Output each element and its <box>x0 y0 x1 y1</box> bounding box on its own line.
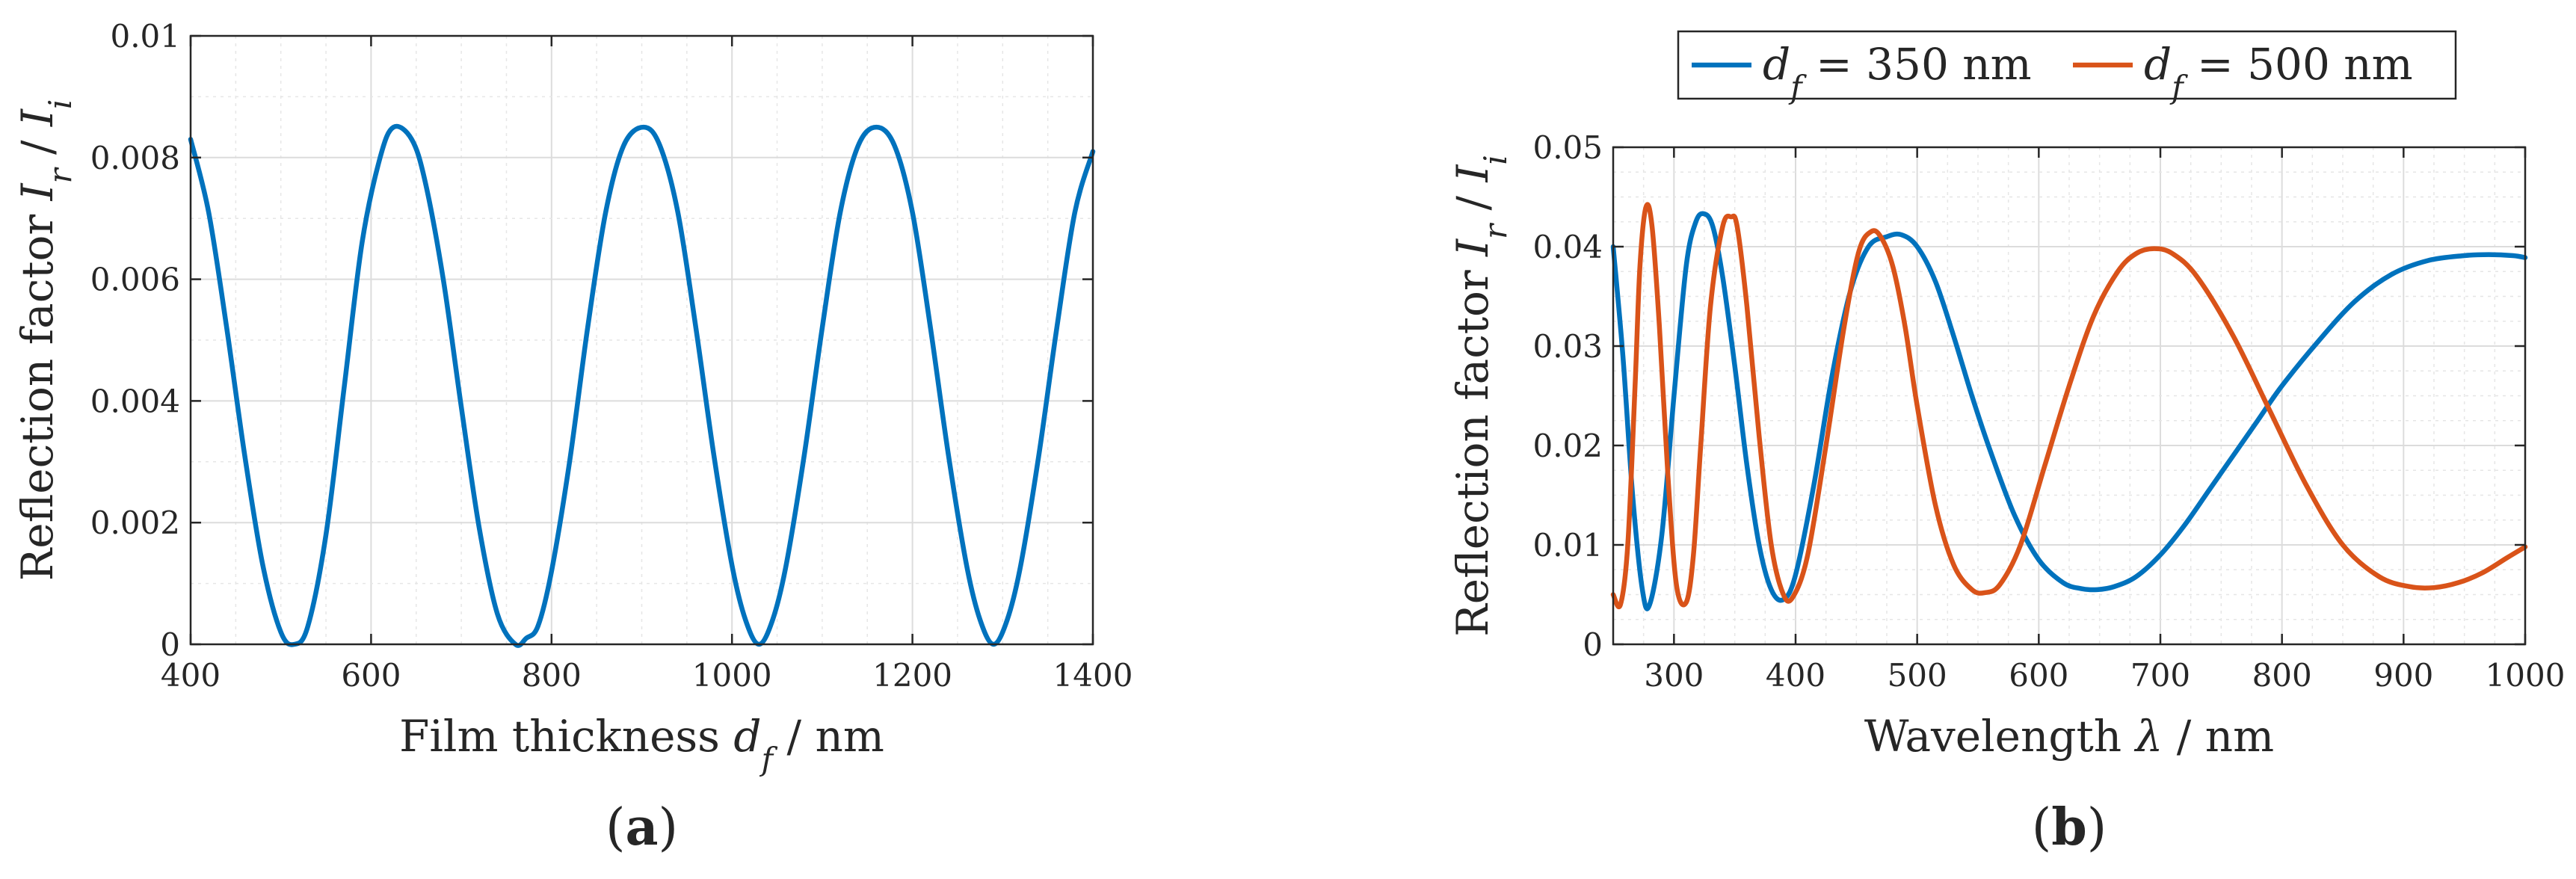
x-axis-label-b: Wavelength λ / nm <box>1864 711 2274 762</box>
series-line-a-1 <box>188 123 1096 648</box>
y-tick-label: 0.008 <box>90 140 180 176</box>
x-axis-label-a: Film thickness df / nm <box>399 711 884 777</box>
y-tick-label: 0.006 <box>90 262 180 298</box>
ticks-a: 400 600 800 1000 1200 1400 0 0.002 0.004 0.006 0.0… <box>90 18 1133 694</box>
legend-b: df = 350 nm df = 500 nm <box>1677 30 2457 105</box>
axes-box-a <box>189 34 1094 646</box>
y-tick-label: 0 <box>160 626 180 663</box>
x-tick-label: 1200 <box>872 657 952 694</box>
x-tick-label: 400 <box>161 657 221 694</box>
x-tick-label: 900 <box>2373 657 2433 694</box>
x-tick-label: 1000 <box>692 657 772 694</box>
panel-label-b: (b) <box>2032 798 2107 857</box>
y-axis-label-b: Reflection factor Ir / Ii <box>1447 155 1514 637</box>
legend-entry-label: df = 500 nm <box>2144 39 2413 105</box>
x-tick-label: 600 <box>2009 657 2068 694</box>
y-tick-label: 0 <box>1583 626 1603 663</box>
y-tick-label: 0.02 <box>1532 428 1603 464</box>
y-axis-label-a: Reflection factor Ir / Ii <box>12 99 78 582</box>
x-tick-label: 600 <box>341 657 401 694</box>
y-tick-label: 0.05 <box>1532 129 1603 166</box>
y-tick-label: 0.01 <box>1532 527 1603 564</box>
x-tick-label: 300 <box>1644 657 1704 694</box>
ticks-b: 300 400 500 600 700 800 900 1000 0 0.01 0.02 0.03 0.… <box>1532 129 2565 694</box>
x-tick-label: 1000 <box>2486 657 2566 694</box>
series-group-b <box>1610 202 2528 611</box>
series-line-b-1 <box>1610 211 2528 611</box>
x-tick-label: 800 <box>522 657 582 694</box>
y-tick-label: 0.004 <box>90 383 180 419</box>
y-tick-label: 0.04 <box>1532 229 1603 265</box>
x-tick-label: 500 <box>1888 657 1947 694</box>
y-tick-label: 0.002 <box>90 505 180 541</box>
panel-label-a: (a) <box>606 798 678 857</box>
y-tick-label: 0.03 <box>1532 328 1603 365</box>
legend-frame <box>1677 30 2457 100</box>
y-tick-label: 0.01 <box>110 18 180 55</box>
chart-panel-b: 300 400 500 600 700 800 900 1000 0 0.01 0.02 0.03 0.… <box>1447 30 2565 857</box>
series-group-a <box>188 123 1096 648</box>
x-tick-label: 400 <box>1766 657 1825 694</box>
series-line-b-2 <box>1610 202 2528 609</box>
chart-panel-a: 400 600 800 1000 1200 1400 0 0.002 0.004 0.006 0.0… <box>12 18 1133 857</box>
legend-entry-label: df = 350 nm <box>1763 39 2032 105</box>
x-tick-label: 800 <box>2252 657 2312 694</box>
x-tick-label: 1400 <box>1053 657 1133 694</box>
axes-box-b <box>1612 146 2527 646</box>
x-tick-label: 700 <box>2130 657 2190 694</box>
